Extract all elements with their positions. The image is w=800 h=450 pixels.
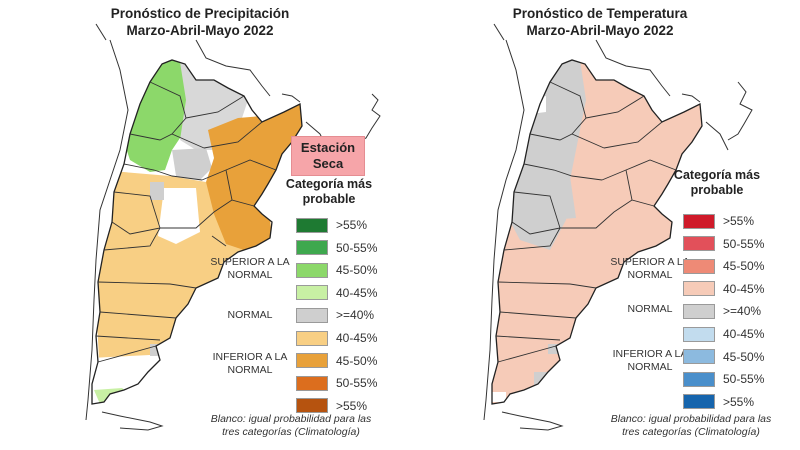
dry-season-badge: Estación Seca xyxy=(291,136,365,176)
legend-row: 50-55% xyxy=(683,235,764,253)
neighbor-borders xyxy=(483,23,753,431)
legend-label: 45-50% xyxy=(723,259,765,274)
legend-label: 40-45% xyxy=(336,285,378,300)
region-gray-patch xyxy=(150,182,164,200)
temperature-title-line2: Marzo-Abril-Mayo 2022 xyxy=(526,23,674,38)
region-gray-center xyxy=(172,148,212,180)
precipitation-group-normal: NORMAL xyxy=(227,309,273,321)
legend-swatch xyxy=(296,307,328,323)
argentina-outline xyxy=(91,59,303,405)
temperature-title: Pronóstico de Temperatura Marzo-Abril-Ma… xyxy=(400,5,800,39)
precipitation-group-inferior: INFERIOR A LA NORMAL xyxy=(212,351,288,376)
legend-label: >55% xyxy=(336,218,368,232)
legend-row: >55% xyxy=(296,216,367,234)
legend-row: 40-45% xyxy=(683,325,764,343)
legend-row: 40-45% xyxy=(296,329,377,347)
precipitation-title-line1: Pronóstico de Precipitación xyxy=(110,6,290,21)
legend-swatch xyxy=(683,281,715,297)
precipitation-panel: Pronóstico de Precipitación Marzo-Abril-… xyxy=(0,5,400,438)
legend-swatch xyxy=(296,375,328,391)
province-borders xyxy=(495,81,677,363)
temperature-legend: Categoría más probable xyxy=(662,168,772,198)
legend-row: 45-50% xyxy=(683,257,764,275)
temperature-map xyxy=(483,23,753,431)
legend-label: 40-45% xyxy=(723,327,765,341)
region-gray-center xyxy=(550,176,576,220)
region-gray-patch-south xyxy=(150,344,172,356)
region-white-tip xyxy=(492,392,506,402)
legend-swatch xyxy=(683,236,715,252)
legend-swatch xyxy=(296,353,328,369)
temperature-group-inferior: INFERIOR A LA NORMAL xyxy=(612,348,688,373)
legend-row: >=40% xyxy=(683,302,761,320)
legend-row: 45-50% xyxy=(296,261,377,279)
legend-swatch xyxy=(296,262,328,278)
region-white-east xyxy=(158,188,200,244)
legend-swatch xyxy=(296,330,328,346)
legend-swatch xyxy=(296,217,328,233)
legend-label: >55% xyxy=(723,394,755,409)
legend-label: 40-45% xyxy=(336,331,378,345)
legend-row: >55% xyxy=(296,397,367,415)
legend-label: 45-50% xyxy=(336,263,378,278)
legend-row: 40-45% xyxy=(683,280,764,298)
legend-swatch xyxy=(683,303,715,319)
legend-label: 50-55% xyxy=(336,240,378,255)
argentina-outline xyxy=(491,59,703,405)
legend-swatch xyxy=(683,326,715,342)
legend-label: 45-50% xyxy=(336,353,378,368)
legend-label: 40-45% xyxy=(723,281,765,296)
legend-label: >=40% xyxy=(723,304,762,319)
legend-row: 45-50% xyxy=(683,348,764,366)
legend-swatch xyxy=(683,258,715,274)
legend-row: >55% xyxy=(683,212,754,230)
legend-row: >=40% xyxy=(296,306,374,324)
legend-swatch xyxy=(296,285,328,301)
legend-swatch xyxy=(683,213,715,229)
precipitation-title-line2: Marzo-Abril-Mayo 2022 xyxy=(126,23,274,38)
legend-label: >55% xyxy=(723,214,755,228)
dry-season-badge-text: Estación Seca xyxy=(300,140,356,171)
legend-label: 50-55% xyxy=(723,372,765,387)
precipitation-map xyxy=(85,23,381,431)
precipitation-legend-title: Categoría más probable xyxy=(285,177,373,206)
temperature-title-line1: Pronóstico de Temperatura xyxy=(512,6,688,21)
legend-swatch xyxy=(296,398,328,414)
legend-row: 50-55% xyxy=(683,370,764,388)
legend-row: 50-55% xyxy=(296,239,377,257)
precipitation-group-superior: SUPERIOR A LA NORMAL xyxy=(210,256,290,281)
legend-label: >=40% xyxy=(336,308,375,323)
legend-swatch xyxy=(683,371,715,387)
legend-row: 40-45% xyxy=(296,284,377,302)
region-gray-patch-south2 xyxy=(548,344,558,354)
temperature-legend-title: Categoría más probable xyxy=(673,168,761,197)
temperature-group-superior: SUPERIOR A LA NORMAL xyxy=(610,256,690,281)
precipitation-title: Pronóstico de Precipitación Marzo-Abril-… xyxy=(0,5,400,39)
legend-row: 45-50% xyxy=(296,352,377,370)
precipitation-legend: Categoría más probable xyxy=(274,177,384,207)
legend-label: >55% xyxy=(336,398,368,413)
legend-swatch xyxy=(683,394,715,410)
legend-label: 45-50% xyxy=(723,349,765,364)
province-borders xyxy=(95,81,277,363)
region-lightgreen-south xyxy=(94,388,132,404)
precipitation-note: Blanco: igual probabilidad para las tres… xyxy=(210,413,372,438)
legend-label: 50-55% xyxy=(336,376,378,391)
temperature-note: Blanco: igual probabilidad para las tres… xyxy=(610,413,772,438)
legend-row: >55% xyxy=(683,393,754,411)
temperature-group-normal: NORMAL xyxy=(627,303,673,315)
region-orange-east xyxy=(206,100,302,252)
legend-swatch xyxy=(683,349,715,365)
temperature-panel: Pronóstico de Temperatura Marzo-Abril-Ma… xyxy=(400,0,800,450)
legend-label: 50-55% xyxy=(723,236,765,251)
legend-row: 50-55% xyxy=(296,374,377,392)
legend-swatch xyxy=(296,240,328,256)
